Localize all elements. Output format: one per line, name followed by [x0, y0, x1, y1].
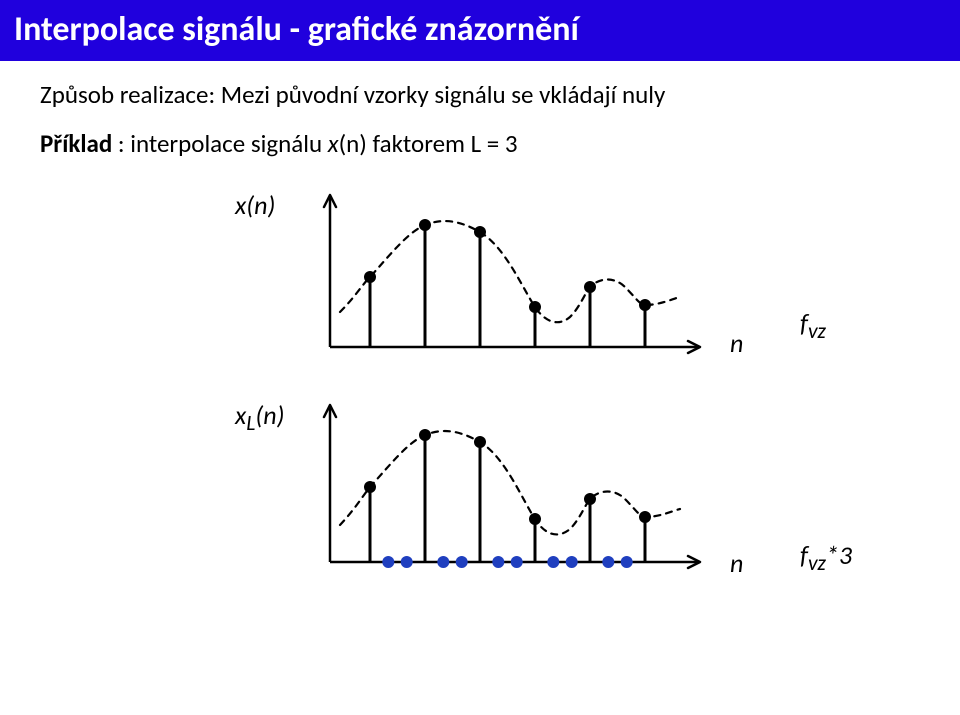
example-bold: Příklad — [40, 128, 112, 159]
label-xLn-n: (n) — [255, 399, 284, 431]
label-fvz3-tail: *3 — [826, 539, 852, 571]
label-fvz3-f: f — [800, 539, 808, 571]
label-fvz-vz: vz — [808, 317, 826, 344]
slide-body: Způsob realizace: Mezi původní vzorky si… — [0, 61, 960, 647]
label-fvz: fvz — [800, 307, 826, 344]
label-fvz3: fvz*3 — [800, 539, 852, 576]
label-fvz-f: f — [800, 307, 808, 339]
example-xn-ital: x — [328, 128, 339, 159]
label-xLn-x: x — [235, 399, 246, 431]
chart-area: x(n) xL(n) n n fvz fvz*3 — [40, 167, 920, 647]
label-xLn: xL(n) — [235, 399, 285, 436]
chart-top — [300, 177, 740, 367]
label-xn-text: x(n) — [235, 189, 275, 221]
example-rest-b: (n) faktorem L = 3 — [339, 128, 518, 159]
slide-title: Interpolace signálu - grafické znázorněn… — [14, 9, 579, 50]
realization-text-content: Způsob realizace: Mezi původní vzorky si… — [40, 79, 665, 110]
label-fvz3-vz: vz — [808, 549, 826, 576]
example-rest-a: : interpolace signálu — [112, 128, 328, 159]
chart-bottom — [300, 387, 740, 587]
realization-text: Způsob realizace: Mezi původní vzorky si… — [40, 79, 920, 110]
label-xn: x(n) — [235, 189, 275, 221]
example-text: Příklad : interpolace signálu x(n) fakto… — [40, 128, 920, 159]
slide-title-bar: Interpolace signálu - grafické znázorněn… — [0, 0, 960, 61]
label-xLn-L: L — [246, 409, 255, 436]
